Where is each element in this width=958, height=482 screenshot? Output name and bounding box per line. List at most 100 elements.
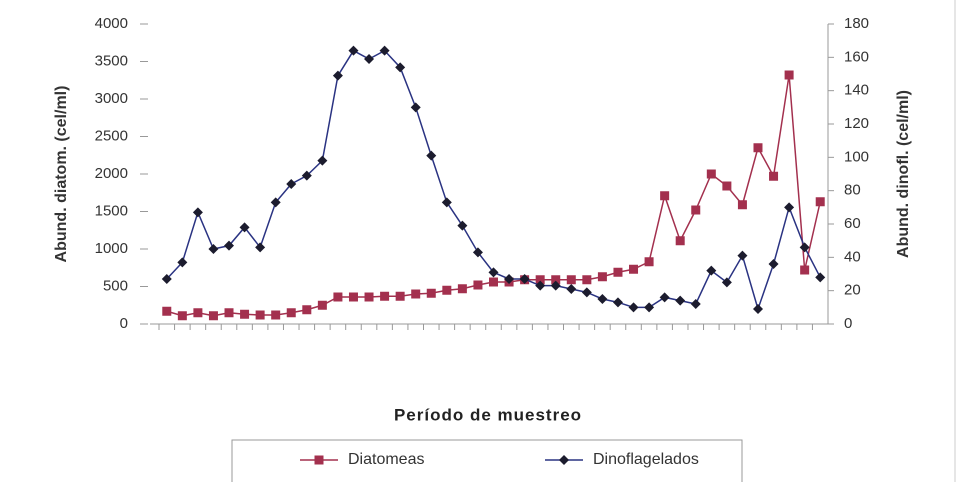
data-point xyxy=(364,292,374,302)
y2-tick-label: 40 xyxy=(844,248,861,265)
data-point xyxy=(162,306,172,316)
x-axis-title: Período de muestreo xyxy=(394,405,582,424)
data-point xyxy=(332,70,343,81)
data-point xyxy=(566,275,576,285)
data-point xyxy=(628,302,639,313)
data-point xyxy=(317,300,327,310)
data-point xyxy=(208,311,218,321)
data-point xyxy=(208,244,219,254)
data-point xyxy=(379,45,390,56)
data-point xyxy=(333,292,343,302)
y-tick-label: 500 xyxy=(103,277,128,294)
data-point xyxy=(457,220,468,231)
legend-text: Dinoflagelados xyxy=(593,451,699,468)
data-point xyxy=(441,197,452,208)
data-point xyxy=(799,242,810,253)
data-point xyxy=(769,171,779,181)
data-point xyxy=(395,291,405,301)
data-point xyxy=(535,275,545,285)
data-point xyxy=(239,222,250,233)
y-tick-label: 0 xyxy=(120,315,128,332)
data-point xyxy=(613,267,623,277)
data-point xyxy=(706,169,716,179)
y-axis-title: Abund. diatom. (cel/ml) xyxy=(53,86,70,263)
data-point xyxy=(457,284,467,294)
legend-marker xyxy=(559,455,569,465)
data-point xyxy=(301,170,312,181)
data-point xyxy=(660,191,670,201)
y2-tick-label: 160 xyxy=(844,48,869,65)
data-point xyxy=(612,297,623,308)
data-point xyxy=(566,284,577,294)
data-point xyxy=(815,197,825,207)
data-point xyxy=(519,274,530,284)
data-point xyxy=(473,280,483,290)
data-point xyxy=(364,54,375,64)
data-point xyxy=(721,277,732,288)
y-tick-label: 1000 xyxy=(95,240,128,257)
data-point xyxy=(192,207,203,218)
data-point xyxy=(472,247,483,258)
data-point xyxy=(426,288,436,298)
data-point xyxy=(504,274,515,284)
y-tick-label: 2500 xyxy=(95,127,128,144)
data-point xyxy=(752,304,763,314)
y2-tick-label: 180 xyxy=(844,15,869,32)
data-point xyxy=(270,197,281,208)
data-point xyxy=(815,272,826,283)
data-point xyxy=(240,309,250,319)
data-point xyxy=(800,265,810,275)
data-point xyxy=(644,257,654,267)
y2-tick-label: 140 xyxy=(844,82,869,99)
data-point xyxy=(675,295,686,306)
y2-tick-label: 100 xyxy=(844,148,869,165)
data-point xyxy=(488,267,499,278)
y-tick-label: 3000 xyxy=(95,90,128,107)
data-point xyxy=(551,275,561,285)
data-point xyxy=(317,155,328,166)
y-tick-label: 3500 xyxy=(95,52,128,69)
data-point xyxy=(224,240,235,251)
y2-tick-label: 60 xyxy=(844,215,861,232)
data-point xyxy=(706,265,717,276)
data-point xyxy=(348,45,359,56)
data-point xyxy=(722,181,732,191)
data-point xyxy=(582,275,592,285)
y-tick-label: 4000 xyxy=(95,15,128,32)
legend-text: Diatomeas xyxy=(348,451,424,468)
y2-tick-label: 80 xyxy=(844,182,861,199)
data-point xyxy=(644,302,655,313)
y-tick-label: 1500 xyxy=(95,202,128,219)
data-point xyxy=(426,150,437,161)
legend-box xyxy=(231,439,743,482)
data-point xyxy=(768,259,779,269)
data-point xyxy=(302,305,312,315)
data-point xyxy=(177,257,188,268)
data-point xyxy=(442,285,452,295)
data-point xyxy=(550,280,561,291)
data-point xyxy=(348,292,358,302)
data-point xyxy=(193,308,203,318)
y2-tick-label: 20 xyxy=(844,282,861,299)
y2-tick-label: 0 xyxy=(844,315,852,332)
data-point xyxy=(489,277,498,287)
data-point xyxy=(629,264,639,274)
data-point xyxy=(286,308,296,318)
data-point xyxy=(753,143,763,153)
data-point xyxy=(737,250,748,261)
data-point xyxy=(411,289,421,299)
data-point xyxy=(675,236,685,246)
data-point xyxy=(737,200,747,210)
data-point xyxy=(784,70,794,80)
data-point xyxy=(597,294,608,304)
data-point xyxy=(581,287,592,298)
data-point xyxy=(691,205,701,215)
y2-tick-label: 120 xyxy=(844,115,869,132)
data-point xyxy=(286,179,297,189)
legend-marker xyxy=(314,455,324,465)
data-point xyxy=(271,310,281,320)
data-point xyxy=(161,274,172,284)
y-tick-label: 2000 xyxy=(95,165,128,182)
data-point xyxy=(255,242,266,253)
